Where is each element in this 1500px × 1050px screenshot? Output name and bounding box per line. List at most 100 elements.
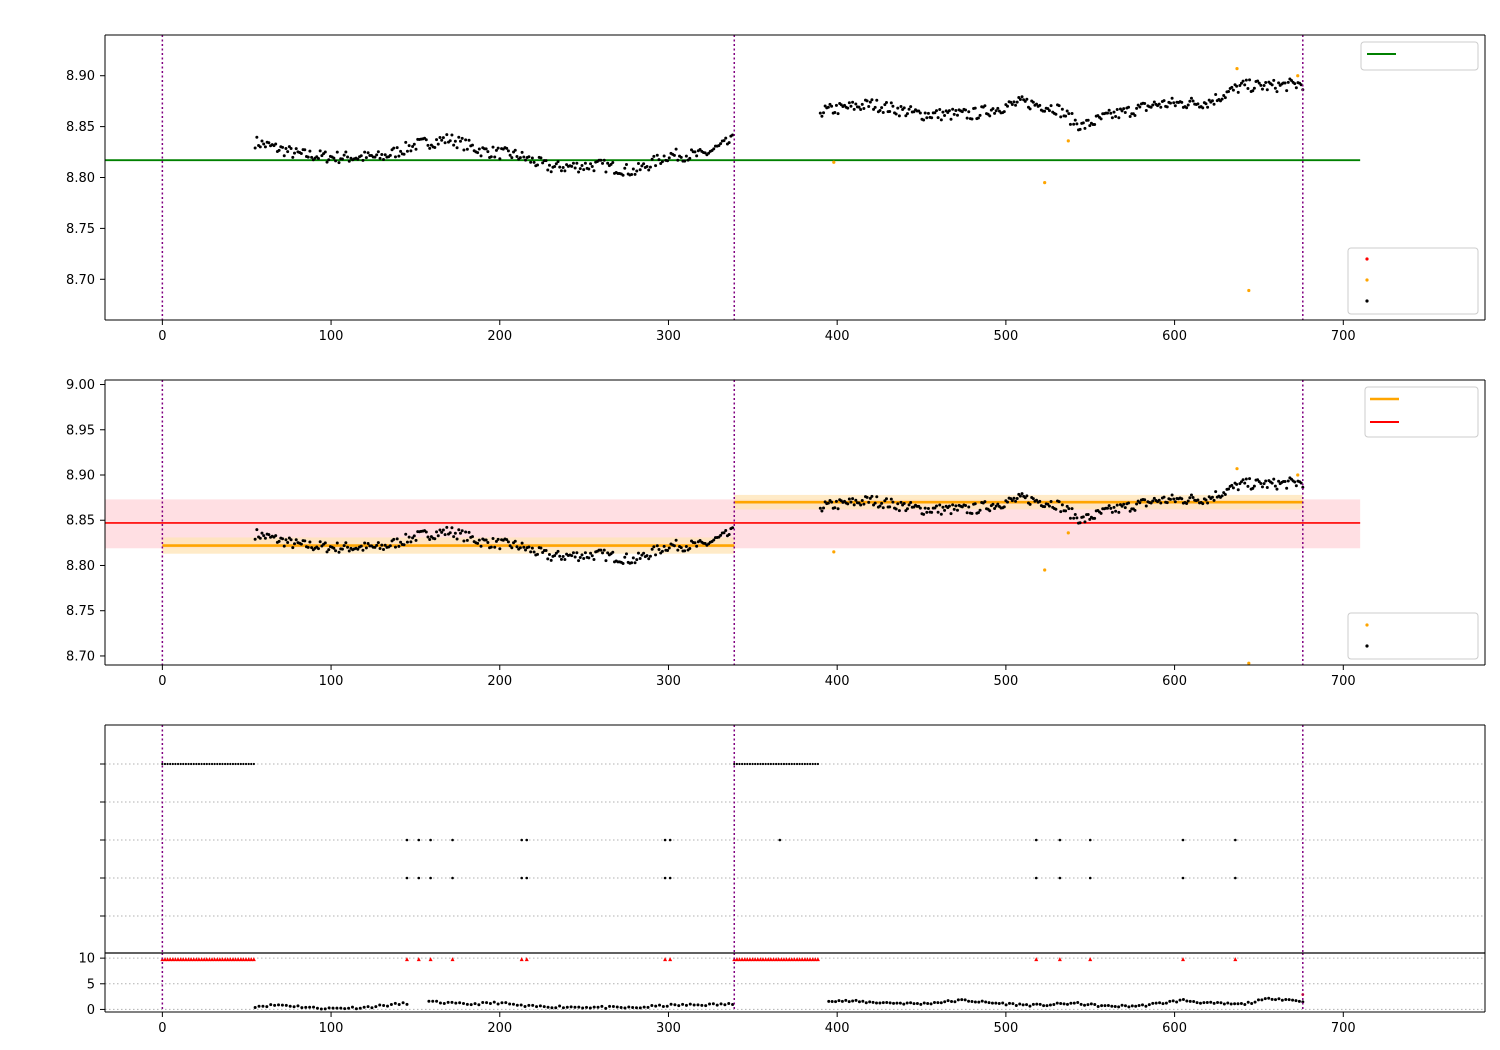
dr-point [661, 1005, 665, 1009]
dr-capped-triangle [663, 957, 668, 962]
ok-point [359, 544, 363, 548]
ok-point [1170, 96, 1174, 100]
ok-point [657, 158, 661, 162]
ok-point [359, 154, 363, 158]
dr-point [1253, 1000, 1257, 1004]
ok-point [849, 500, 853, 504]
ok-point [393, 545, 397, 549]
ok-point [1138, 105, 1142, 109]
flag-point [451, 838, 454, 842]
ok-point [346, 155, 350, 159]
ok-point [440, 138, 444, 142]
dr-point [837, 999, 841, 1003]
ok-point [923, 506, 927, 510]
ok-point [1277, 81, 1281, 85]
ok-point [549, 558, 553, 562]
ok-point [1196, 102, 1200, 106]
dr-point [1055, 1001, 1059, 1005]
ok-point [457, 528, 461, 532]
dr-point [902, 1002, 906, 1006]
ok-point [1018, 97, 1022, 101]
ok-point [1015, 100, 1019, 104]
flag-point [237, 762, 240, 766]
ok-point [535, 163, 539, 167]
ok-point [676, 158, 680, 162]
dr-capped-triangle [734, 957, 739, 962]
ok-point [443, 533, 447, 537]
ok-point [993, 506, 997, 510]
plot-background [105, 725, 1485, 953]
ok-point [532, 550, 536, 554]
ok-point [860, 102, 864, 106]
highlighted-point [1296, 74, 1300, 78]
ok-point [994, 504, 998, 508]
dr-capped-triangle [776, 957, 781, 962]
dr-point [546, 1005, 550, 1009]
dr-point [519, 1003, 523, 1007]
ok-point [1285, 89, 1289, 93]
ok-point [918, 111, 922, 115]
y-tick-label: 9.00 [66, 378, 95, 393]
ok-point [559, 169, 563, 173]
flag-point [205, 762, 208, 766]
dr-point [936, 1001, 940, 1005]
dr-capped-triangle [763, 957, 768, 962]
ok-point [652, 545, 656, 549]
dr-point [615, 1005, 619, 1009]
dr-point [919, 1002, 923, 1006]
x-tick-label: 0 [158, 674, 166, 689]
ok-point [826, 501, 830, 505]
dr-point [1280, 998, 1284, 1002]
ok-point [563, 558, 567, 562]
dr-point [888, 1001, 892, 1005]
x-tick-label: 400 [825, 674, 850, 689]
dr-point [681, 1002, 685, 1006]
flag-point [231, 762, 235, 766]
dr-capped-triangle [246, 957, 251, 962]
ok-point [857, 105, 861, 109]
ok-point [529, 160, 533, 164]
dr-point [458, 1001, 462, 1005]
ok-point [589, 551, 593, 555]
dr-point [1195, 1001, 1199, 1005]
ok-point [435, 138, 439, 142]
dr-point [370, 1006, 374, 1010]
dr-point [1103, 1004, 1107, 1008]
ok-point [1020, 492, 1024, 496]
ok-point [645, 164, 649, 168]
ok-point [1106, 506, 1110, 510]
ok-point [647, 168, 651, 172]
y-tick-label: 8.85 [66, 120, 95, 135]
ok-point [1081, 121, 1085, 125]
dr-point [1042, 1004, 1046, 1008]
ok-point [1265, 485, 1269, 489]
ok-point [445, 133, 449, 137]
ok-point [323, 150, 327, 154]
ok-point [621, 561, 625, 565]
ok-point [923, 111, 927, 115]
ok-point [1151, 103, 1155, 107]
flag-point [1058, 876, 1062, 880]
ok-point [878, 504, 882, 508]
ok-point [991, 107, 995, 111]
ok-point [1115, 108, 1119, 112]
dr-point [646, 1005, 650, 1009]
ok-point [1060, 503, 1064, 507]
ok-point [1168, 101, 1172, 105]
dr-capped-triangle [1034, 957, 1039, 962]
dr-point [1181, 997, 1185, 1001]
dr-point [265, 1005, 269, 1009]
ok-point [1073, 512, 1077, 516]
ok-point [894, 112, 898, 116]
dr-point [980, 999, 984, 1003]
ok-point [1072, 516, 1076, 520]
ok-point [872, 107, 876, 111]
ok-point [539, 156, 543, 160]
ok-point [1294, 86, 1298, 90]
dr-point [874, 1001, 878, 1005]
dr-point [284, 1003, 288, 1007]
dr-point [1188, 999, 1192, 1003]
ok-point [955, 113, 959, 117]
flag-point [663, 876, 667, 880]
ok-point [1264, 81, 1268, 85]
